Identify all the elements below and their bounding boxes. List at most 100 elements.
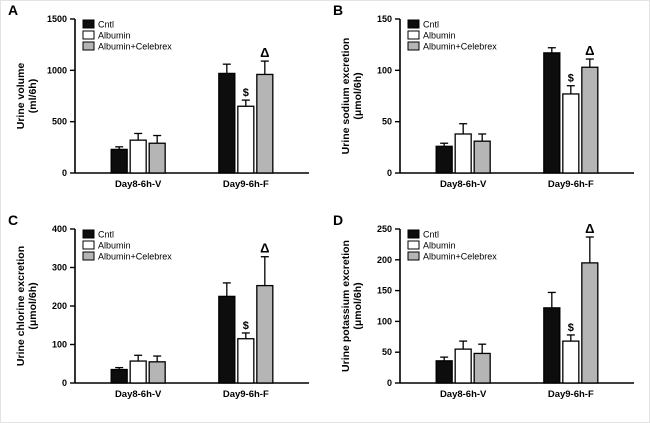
bar-chart-urine-potassium: 0 50 100 150 200 250 Urine potassium excretion… <box>340 221 634 400</box>
bar <box>148 142 166 174</box>
category-label: Day8-6h-V <box>115 179 162 190</box>
y-axis-label: Urine chlorine excretion <box>15 246 27 366</box>
y-tick-label: 150 <box>377 286 392 296</box>
bar <box>473 140 491 174</box>
significance-marker: $ <box>243 320 249 332</box>
legend-label: Cntl <box>423 230 439 240</box>
bar <box>454 348 472 384</box>
legend-swatch <box>407 41 420 51</box>
panel-d: D 0 50 100 150 200 250 Urine potassium excreti… <box>326 211 650 421</box>
significance-marker: Δ <box>585 43 594 58</box>
bar <box>543 307 561 384</box>
y-tick-label: 100 <box>377 316 392 326</box>
bar <box>581 66 599 174</box>
significance-marker: $ <box>568 73 574 85</box>
bar <box>256 284 274 384</box>
y-tick-label: 1500 <box>47 14 67 24</box>
significance-marker: Δ <box>585 221 594 236</box>
y-tick-label: 300 <box>52 263 67 273</box>
panel-letter-a: A <box>8 2 19 18</box>
y-axis-label: (μmol/6h) <box>27 282 39 329</box>
bar-chart-urine-chlorine: 0 100 200 300 400 Urine chlorine excretion (μm… <box>15 224 309 400</box>
panel-letter-b: B <box>333 2 344 18</box>
category-label: Day9-6h-F <box>548 389 594 400</box>
bar-chart-urine-volume: 0 500 1000 1500 Urine volume (ml/6h) Day8-6h-V… <box>15 14 309 190</box>
panel-c: C 0 100 200 300 400 Urine chlorine excretion(… <box>1 211 326 421</box>
y-tick-label: 200 <box>52 301 67 311</box>
y-tick-label: 0 <box>387 168 392 178</box>
bar <box>473 352 491 384</box>
y-tick-label: 0 <box>62 378 67 388</box>
legend-label: Albumin <box>423 241 456 251</box>
legend-swatch <box>82 240 95 250</box>
legend-swatch <box>82 30 95 40</box>
bar <box>435 145 453 174</box>
legend-swatch <box>407 240 420 250</box>
bar <box>110 368 128 384</box>
bar <box>454 133 472 174</box>
bar <box>237 338 255 384</box>
legend-label: Albumin <box>98 31 131 41</box>
legend-label: Albumin+Celebrex <box>423 42 497 52</box>
legend-label: Albumin+Celebrex <box>98 252 172 262</box>
y-axis-label: (μmol/6h) <box>352 282 364 329</box>
bar <box>218 295 236 384</box>
bar <box>148 361 166 384</box>
bar <box>562 93 580 174</box>
bar-chart-urine-sodium: 0 50 100 150 Urine sodium excretion (μmol/6h)… <box>340 14 634 190</box>
significance-marker: Δ <box>260 241 269 256</box>
panel-a: A 0 500 1000 1500 Urine volume (ml/6h) Day8-6h… <box>1 1 326 211</box>
legend-label: Albumin+Celebrex <box>423 252 497 262</box>
category-label: Day8-6h-V <box>440 389 487 400</box>
category-label: Day9-6h-F <box>223 179 269 190</box>
bar <box>218 72 236 174</box>
panel-letter-c: C <box>8 212 19 228</box>
legend-swatch <box>407 30 420 40</box>
y-tick-label: 50 <box>382 117 392 127</box>
legend-label: Cntl <box>98 20 114 30</box>
y-axis-label: Urine sodium excretion <box>340 38 352 155</box>
category-label: Day9-6h-F <box>548 179 594 190</box>
bar <box>129 360 147 384</box>
y-tick-label: 400 <box>52 224 67 234</box>
legend-label: Albumin <box>423 31 456 41</box>
bar <box>543 52 561 174</box>
legend-swatch <box>82 19 95 29</box>
y-tick-label: 1000 <box>47 65 67 75</box>
panel-b: B 0 50 100 150 Urine sodium excretion (μmol/6… <box>326 1 650 211</box>
bar <box>435 360 453 384</box>
bar <box>562 340 580 384</box>
y-tick-label: 100 <box>52 340 67 350</box>
y-tick-label: 50 <box>382 347 392 357</box>
y-tick-label: 100 <box>377 65 392 75</box>
legend-swatch <box>82 229 95 239</box>
legend-label: Albumin+Celebrex <box>98 42 172 52</box>
legend-label: Albumin <box>98 241 131 251</box>
legend-label: Cntl <box>98 230 114 240</box>
legend-swatch <box>82 41 95 51</box>
bar <box>581 262 599 384</box>
bar <box>110 148 128 174</box>
y-axis-label: Urine volume <box>15 63 27 130</box>
y-axis-label: (ml/6h) <box>27 79 39 113</box>
category-label: Day8-6h-V <box>115 389 162 400</box>
y-tick-label: 150 <box>377 14 392 24</box>
y-tick-label: 250 <box>377 224 392 234</box>
y-tick-label: 200 <box>377 255 392 265</box>
legend-swatch <box>407 229 420 239</box>
significance-marker: Δ <box>260 45 269 60</box>
y-tick-label: 0 <box>387 378 392 388</box>
bar <box>237 105 255 174</box>
significance-marker: $ <box>568 322 574 334</box>
bar <box>256 73 274 174</box>
y-tick-label: 500 <box>52 117 67 127</box>
legend-label: Cntl <box>423 20 439 30</box>
bar <box>129 139 147 174</box>
panel-letter-d: D <box>333 212 344 228</box>
legend-swatch <box>407 251 420 261</box>
category-label: Day8-6h-V <box>440 179 487 190</box>
legend-swatch <box>82 251 95 261</box>
legend-swatch <box>407 19 420 29</box>
y-axis-label: (μmol/6h) <box>352 72 364 119</box>
